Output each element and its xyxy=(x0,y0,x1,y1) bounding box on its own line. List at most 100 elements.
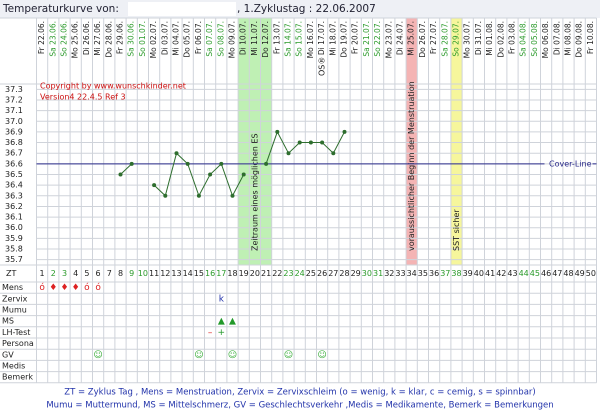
y-tick-label: 36.0 xyxy=(5,223,23,232)
cycle-day: 25 xyxy=(306,269,316,278)
date-label: Di 26.06. xyxy=(82,21,91,55)
date-label: Do 28.06. xyxy=(104,21,113,58)
cycle-day: 3 xyxy=(62,269,67,278)
temperature-point xyxy=(163,193,168,198)
row-symbol: ☺ xyxy=(317,349,326,360)
row-symbol: + xyxy=(218,328,226,338)
row-symbol: ♦ xyxy=(72,283,80,293)
temperature-point xyxy=(275,129,280,134)
row-label: MS xyxy=(2,317,14,326)
date-label: Di 24.07. xyxy=(396,21,405,55)
cycle-day: 45 xyxy=(530,269,540,278)
cycle-day: 28 xyxy=(339,269,349,278)
row-symbol: ♦ xyxy=(49,283,57,293)
date-label: So 29.07. xyxy=(452,21,461,57)
cycle-day: 48 xyxy=(563,269,573,278)
temperature-point xyxy=(152,183,157,188)
y-tick-label: 36.4 xyxy=(5,181,23,190)
y-tick-label: 37.0 xyxy=(5,117,23,126)
temperature-line xyxy=(120,163,133,175)
date-label: Mo 02.07. xyxy=(149,21,158,58)
band xyxy=(238,18,272,265)
date-label: Do 09.08. xyxy=(575,21,584,58)
cycle-day: 47 xyxy=(552,269,562,278)
cycle-day: 46 xyxy=(541,269,551,278)
band xyxy=(450,18,463,265)
chart-title: Temperaturkurve von: xyxy=(2,3,119,15)
y-tick-label: 36.2 xyxy=(5,202,23,211)
date-label: Fr 10.08. xyxy=(586,21,595,54)
date-label: So 05.08. xyxy=(530,21,539,57)
date-label: Mo 16.07. xyxy=(306,21,315,58)
row-symbol: ☺ xyxy=(194,349,203,360)
row-symbol: ▲ xyxy=(229,317,236,327)
y-tick-label: 36.8 xyxy=(5,138,23,147)
date-label: Mo 30.07. xyxy=(463,21,472,58)
temperature-point xyxy=(174,151,179,156)
cycle-day: 26 xyxy=(317,269,327,278)
cycle-day: 30 xyxy=(362,269,372,278)
date-label: Fr 06.07. xyxy=(194,21,203,54)
cycle-day: 43 xyxy=(507,269,517,278)
cycle-day: 12 xyxy=(160,269,170,278)
date-label: Di 17.07. xyxy=(317,21,326,55)
date-label: Fr 27.07. xyxy=(429,21,438,54)
cycle-day: 27 xyxy=(328,269,338,278)
date-label: So 22.07. xyxy=(373,21,382,57)
cycle-day: 44 xyxy=(519,269,529,278)
cycle-day: 21 xyxy=(261,269,271,278)
date-label: Mi 08.08. xyxy=(564,21,573,56)
cover-line-label: Cover-Line xyxy=(549,159,592,168)
temperature-point xyxy=(185,161,190,166)
date-label: Di 07.08. xyxy=(552,21,561,55)
cycle-day: 32 xyxy=(384,269,394,278)
date-label: Mi 18.07. xyxy=(328,21,337,56)
y-tick-label: 36.9 xyxy=(5,127,23,136)
temperature-point xyxy=(320,140,325,145)
row-symbol: ó xyxy=(84,282,90,293)
date-label: Fr 22.06. xyxy=(37,21,46,54)
y-tick-label: 37.2 xyxy=(5,95,23,104)
row-symbol: ♦ xyxy=(60,283,68,293)
temperature-point xyxy=(118,172,123,177)
cycle-day: 23 xyxy=(283,269,293,278)
date-label: Sa 23.06. xyxy=(48,21,57,57)
temperature-point xyxy=(241,172,246,177)
date-label: So 15.07. xyxy=(295,21,304,57)
row-label: Bemerk xyxy=(2,373,33,382)
date-label: Mo 09.07. xyxy=(228,21,237,58)
row-label: ZT xyxy=(6,269,16,278)
temperature-line xyxy=(265,130,345,165)
cycle-day: 9 xyxy=(129,269,134,278)
cycle-day: 24 xyxy=(295,269,305,278)
date-label: Mi 01.08. xyxy=(485,21,494,56)
cycle-day: 5 xyxy=(84,269,89,278)
row-label: Persona xyxy=(2,339,34,348)
temperature-point xyxy=(219,161,224,166)
y-tick-label: 36.6 xyxy=(5,159,23,168)
row-symbol: ó xyxy=(95,282,101,293)
row-label: Mens xyxy=(2,283,23,292)
temperature-point xyxy=(297,140,302,145)
y-tick-label: 36.5 xyxy=(5,170,23,179)
row-symbol: ☺ xyxy=(93,349,102,360)
cycle-day: 40 xyxy=(474,269,484,278)
date-label: Mi 25.07. xyxy=(407,21,416,56)
cycle-day: 38 xyxy=(451,269,461,278)
band-label: voraussichtlicher Beginn der Menstruatio… xyxy=(407,81,416,251)
cycle-day: 8 xyxy=(118,269,123,278)
cycle-day: 2 xyxy=(51,269,56,278)
date-label: Fr 20.07. xyxy=(351,21,360,54)
date-label: Fr 29.06. xyxy=(116,21,125,54)
y-tick-label: 35.9 xyxy=(5,234,23,243)
row-label: Medis xyxy=(2,362,25,371)
date-label: Fr 03.08. xyxy=(508,21,517,54)
row-symbol: ☺ xyxy=(284,349,293,360)
temperature-point xyxy=(331,151,336,156)
band-label: Zeitraum eines möglichen ES xyxy=(250,133,259,251)
cycle-day: 18 xyxy=(227,269,237,278)
row-symbol: ▲ xyxy=(218,317,225,327)
band xyxy=(406,18,418,265)
cycle-day: 17 xyxy=(216,269,226,278)
cycle-day: 13 xyxy=(171,269,181,278)
